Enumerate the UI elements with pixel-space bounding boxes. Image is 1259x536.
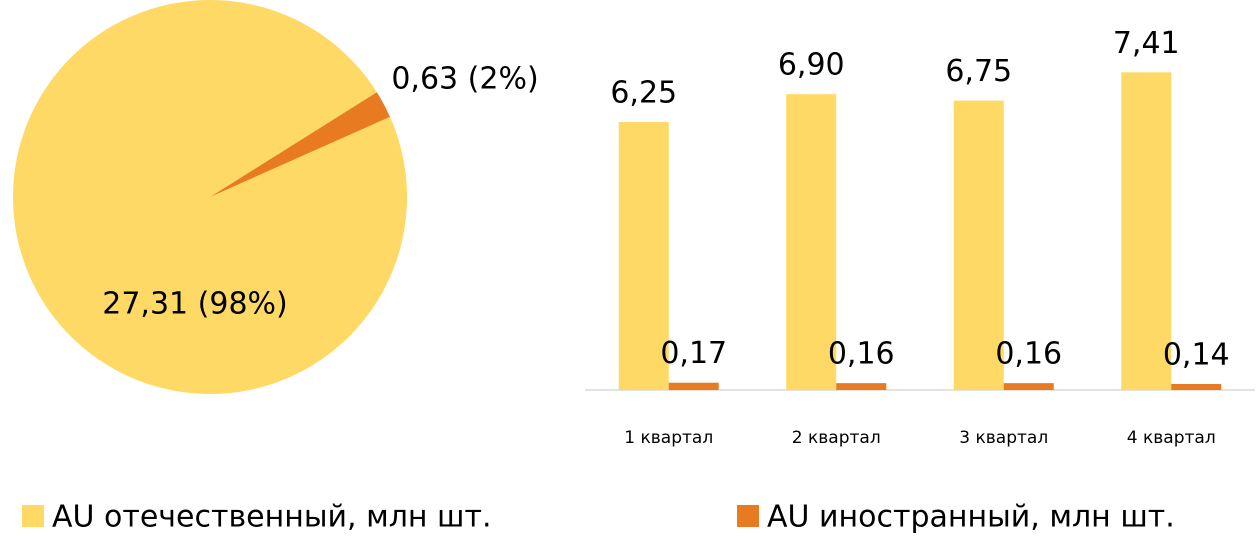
data-label: 27,31 (98%) bbox=[102, 287, 288, 322]
data-label: 0,16 bbox=[995, 337, 1062, 372]
bar bbox=[668, 382, 719, 390]
x-tick-label: 2 квартал bbox=[792, 428, 881, 448]
x-tick-label: 4 квартал bbox=[1127, 428, 1216, 448]
data-label: 6,25 bbox=[610, 76, 677, 111]
x-tick-label: 3 квартал bbox=[959, 428, 1048, 448]
bar bbox=[1003, 383, 1054, 390]
data-label: 0,16 bbox=[828, 337, 895, 372]
data-label: 0,63 (2%) bbox=[391, 62, 538, 97]
pie-slice bbox=[210, 92, 390, 197]
bar bbox=[786, 94, 837, 390]
legend-swatch bbox=[22, 505, 44, 527]
bar bbox=[1171, 383, 1222, 390]
legend-label: AU отечественный, млн шт. bbox=[52, 500, 492, 535]
data-label: 7,41 bbox=[1113, 26, 1180, 61]
data-label: 6,75 bbox=[945, 54, 1012, 89]
bar bbox=[1121, 72, 1172, 390]
x-tick-label: 1 квартал bbox=[624, 428, 713, 448]
bar bbox=[618, 122, 669, 390]
data-label: 6,90 bbox=[778, 48, 845, 83]
bar bbox=[953, 100, 1004, 390]
legend-label: AU иностранный, млн шт. bbox=[767, 500, 1175, 535]
legend-swatch bbox=[737, 505, 759, 527]
data-label: 0,14 bbox=[1163, 337, 1230, 372]
pie-slice bbox=[13, 0, 407, 394]
data-label: 0,17 bbox=[660, 336, 727, 371]
bar bbox=[836, 383, 887, 390]
